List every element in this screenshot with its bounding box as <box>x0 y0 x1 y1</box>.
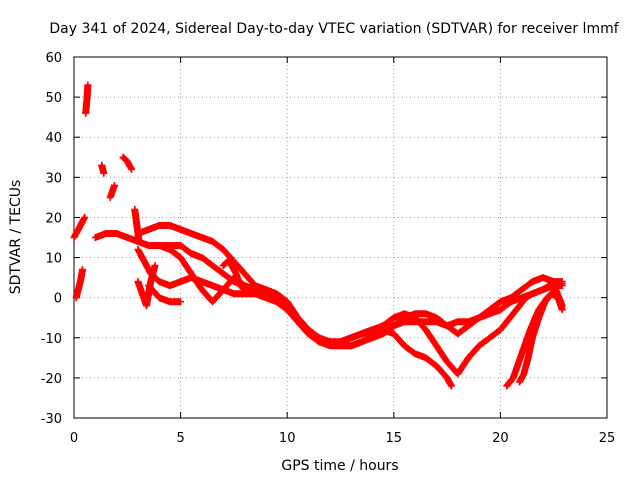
x-tick-label: 10 <box>279 431 296 446</box>
series-track-a <box>70 213 89 241</box>
point-track-track-n <box>219 258 249 294</box>
y-tick-label: 60 <box>45 51 62 66</box>
y-axis-label: SDTVAR / TECUs <box>8 180 24 295</box>
data-points <box>70 81 566 390</box>
axis-ticks: 0 5 10 15 20 25 -30 -20 -10 0 10 20 30 40 50 60 <box>41 51 616 446</box>
y-tick-label: 10 <box>45 252 62 267</box>
series-track-d <box>98 161 108 177</box>
x-tick-label: 20 <box>492 431 509 446</box>
x-tick-label: 15 <box>386 431 403 446</box>
y-tick-label: 40 <box>45 131 62 146</box>
series-track-n <box>219 258 249 294</box>
x-tick-label: 25 <box>599 431 616 446</box>
point-track-track-o <box>337 326 455 390</box>
series-track-f <box>119 153 136 173</box>
y-tick-label: -20 <box>41 372 62 387</box>
point-track-track-d <box>98 161 108 177</box>
y-tick-label: 0 <box>54 292 62 307</box>
point-track-track-m <box>155 242 249 306</box>
point-track-track-j <box>134 246 566 378</box>
y-tick-label: 30 <box>45 171 62 186</box>
chart-title: Day 341 of 2024, Sidereal Day-to-day VTE… <box>49 21 619 37</box>
series-track-o <box>337 326 455 390</box>
series-track-j <box>134 246 566 378</box>
series-track-l <box>145 282 185 306</box>
point-track-track-b <box>72 266 86 302</box>
series-track-b <box>72 266 86 302</box>
series-track-c <box>82 81 92 117</box>
y-tick-label: 20 <box>45 211 62 226</box>
x-tick-label: 5 <box>176 431 184 446</box>
series-track-q <box>516 290 566 386</box>
point-track-track-l <box>145 282 185 306</box>
y-tick-label: -30 <box>41 412 62 427</box>
series-track-e <box>106 181 118 201</box>
point-track-track-c <box>82 81 92 117</box>
y-tick-label: 50 <box>45 91 62 106</box>
series-track-m <box>155 242 249 306</box>
point-track-track-e <box>106 181 118 201</box>
x-axis-label: GPS time / hours <box>281 458 398 474</box>
x-tick-label: 0 <box>70 431 78 446</box>
point-track-track-f <box>119 153 136 173</box>
point-track-track-q <box>516 290 566 386</box>
point-track-track-a <box>70 213 89 241</box>
y-tick-label: -10 <box>41 332 62 347</box>
